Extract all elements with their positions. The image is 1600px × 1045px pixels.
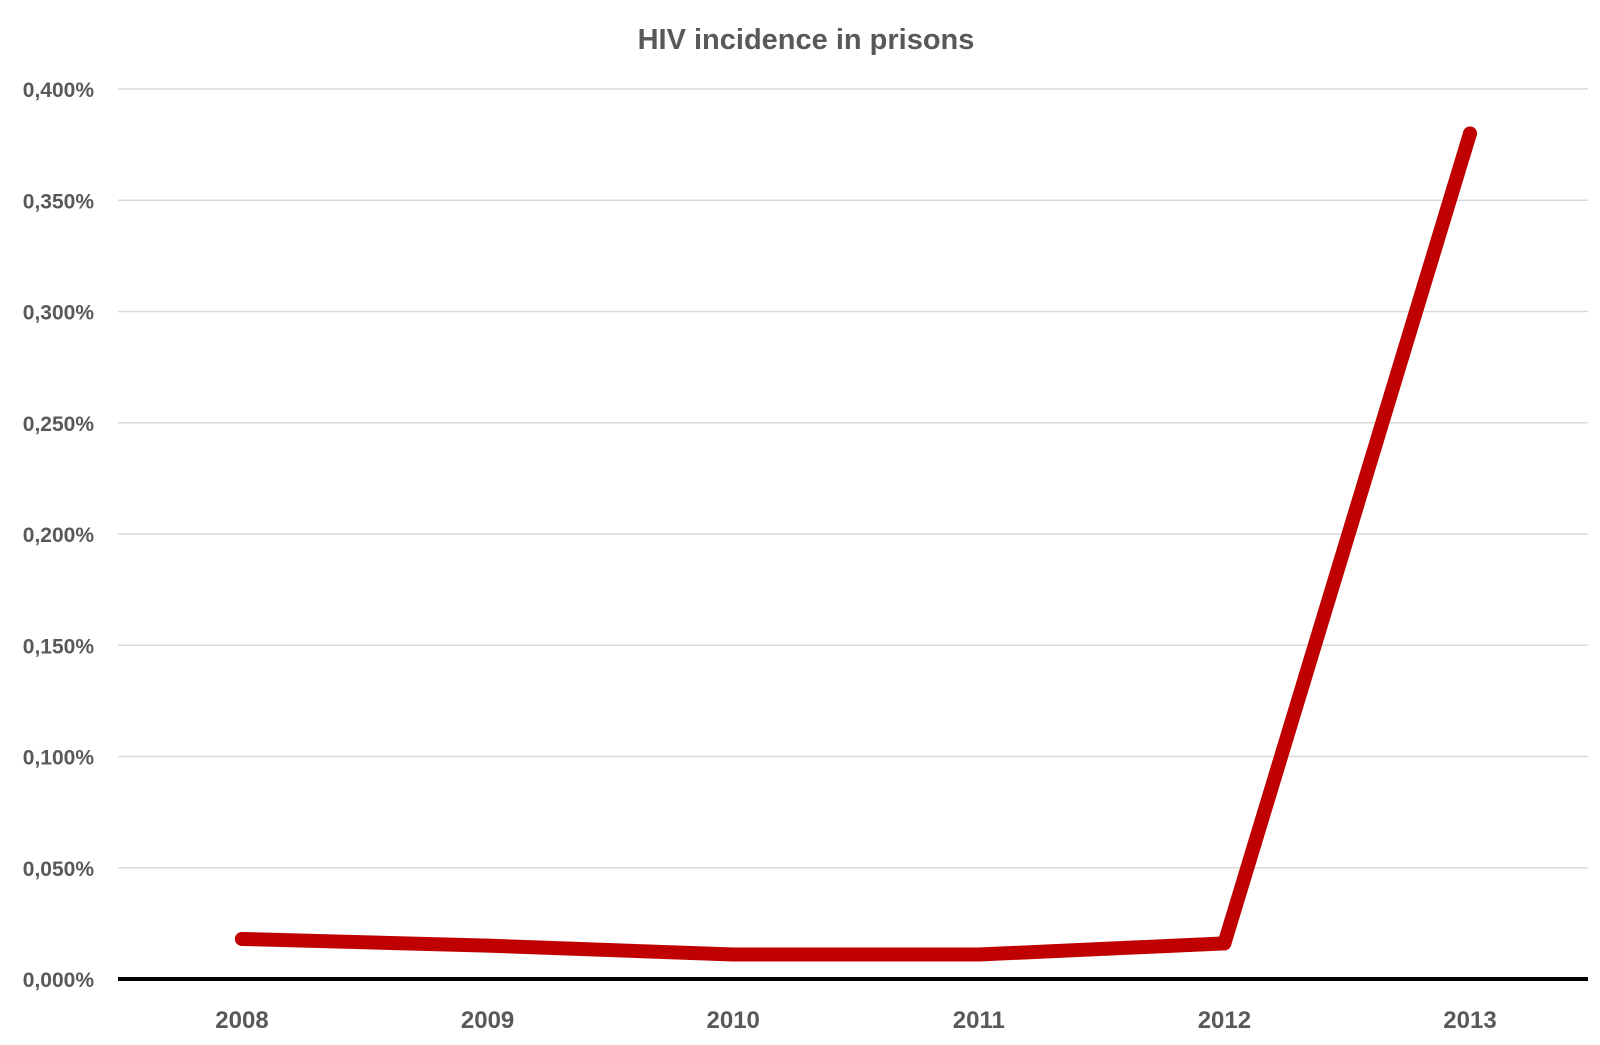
- chart-title: HIV incidence in prisons: [638, 24, 975, 56]
- y-tick-label: 0,000%: [23, 969, 95, 992]
- x-tick-label: 2013: [1443, 1007, 1496, 1034]
- data-point: [971, 947, 986, 962]
- y-tick-label: 0,150%: [23, 635, 95, 658]
- y-tick-label: 0,050%: [23, 858, 95, 881]
- x-tick-label: 2010: [707, 1007, 760, 1034]
- y-tick-label: 0,400%: [23, 79, 95, 102]
- x-tick-label: 2009: [461, 1007, 514, 1034]
- x-tick-label: 2008: [215, 1007, 268, 1034]
- x-tick-label: 2011: [953, 1007, 1005, 1034]
- y-tick-label: 0,300%: [23, 302, 95, 325]
- series-line: [235, 126, 1477, 962]
- data-point: [1463, 126, 1477, 141]
- y-tick-label: 0,100%: [23, 747, 95, 770]
- data-point: [235, 931, 249, 946]
- y-axis-ticks: 0,000% 0,050% 0,100% 0,150% 0,200% 0,250% 0,30…: [23, 79, 95, 992]
- x-axis-ticks: 2008 2009 2010 2011 2012 2013: [215, 1007, 1496, 1034]
- grid-layer: [118, 88, 1588, 869]
- x-tick-label: 2012: [1198, 1007, 1251, 1034]
- data-point: [726, 947, 741, 962]
- y-tick-label: 0,350%: [23, 190, 95, 213]
- y-tick-label: 0,200%: [23, 524, 95, 547]
- data-point: [1217, 936, 1232, 951]
- y-tick-label: 0,250%: [23, 413, 95, 436]
- data-point: [480, 938, 495, 953]
- series-layer: [235, 126, 1477, 962]
